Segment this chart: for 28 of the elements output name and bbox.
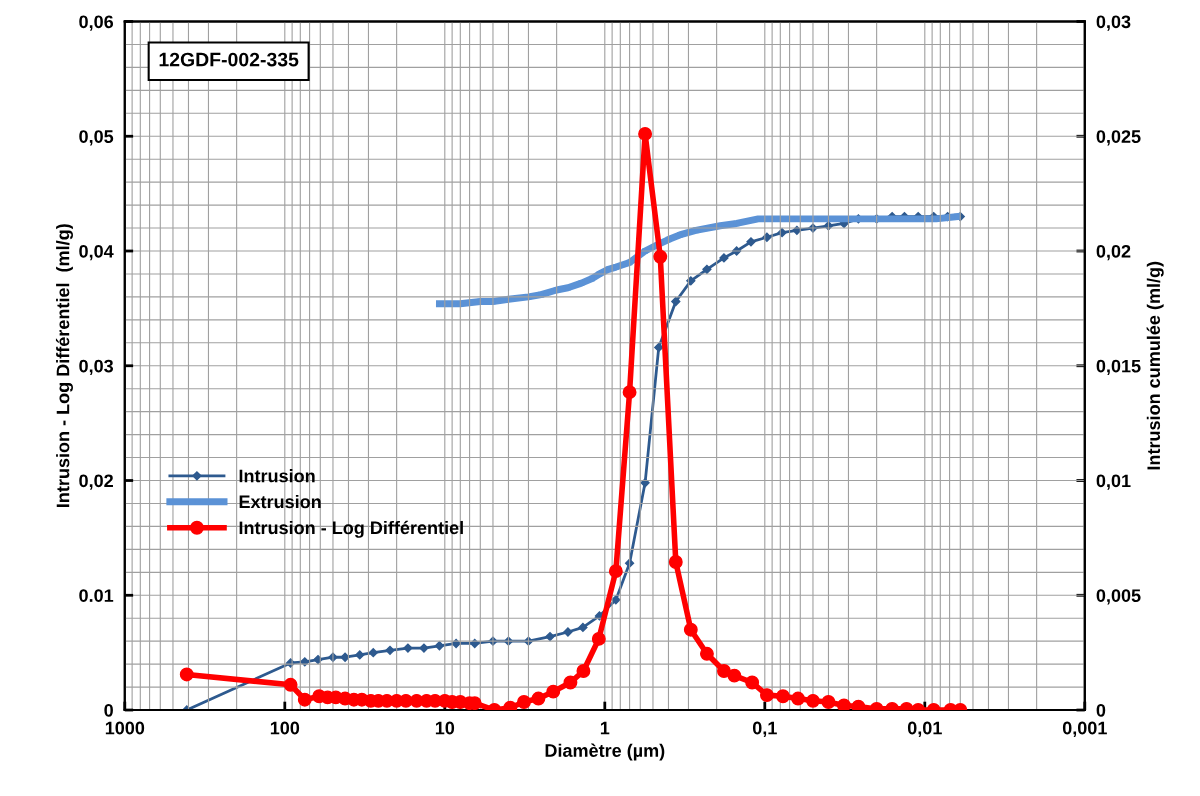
y-tick-label: 0,03 — [79, 359, 114, 376]
y-tick-label: 0.01 — [79, 589, 114, 602]
y2-tick-label: 0,015 — [1096, 359, 1141, 376]
y-tick-label: 0,04 — [79, 244, 114, 261]
y-tick-label: 0,06 — [79, 15, 114, 31]
legend-label: Extrusion — [239, 494, 321, 509]
annotation: 12GDF-002-335 — [159, 52, 299, 67]
y-tick-label: 0 — [104, 703, 113, 717]
y2-tick-label: 0,02 — [1096, 244, 1131, 261]
legend-label: Intrusion - Log Différentiel — [239, 520, 463, 538]
y2-tick-label: 0,01 — [1096, 474, 1131, 490]
x-tick-label: 0,01 — [907, 721, 942, 738]
x-tick-label: 0,001 — [1062, 721, 1107, 738]
y2-tick-label: 0,025 — [1096, 130, 1141, 146]
x-tick-label: 1000 — [105, 721, 145, 735]
y2-tick-label: 0,005 — [1096, 589, 1141, 605]
x-tick-label: 100 — [270, 721, 300, 735]
x-axis-title: Diamètre (µm) — [545, 743, 665, 761]
y2-tick-label: 0 — [1096, 703, 1106, 717]
y2-tick-label: 0,03 — [1096, 15, 1131, 31]
legend-label: Intrusion — [239, 469, 315, 483]
y-axis-title: Intrusion - Log Différentiel (ml/g) — [55, 224, 73, 507]
y2-axis-title: Intrusion cumulée (ml/g) — [1146, 261, 1164, 470]
x-tick-label: 0,1 — [752, 721, 777, 738]
y-tick-label: 0,05 — [79, 130, 114, 146]
x-tick-label: 1 — [600, 721, 610, 735]
y-tick-label: 0,02 — [79, 474, 113, 490]
x-tick-label: 10 — [435, 721, 455, 735]
